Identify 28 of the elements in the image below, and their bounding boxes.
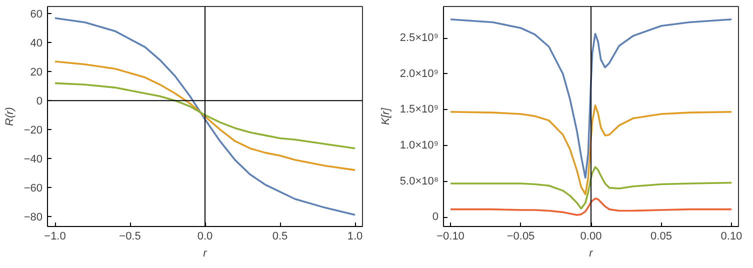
x-axis-title: r (203, 248, 208, 260)
y-tick-label: 60 (30, 8, 43, 21)
y-axis-title: K[r] (380, 107, 392, 126)
x-tick-label: 0.0 (197, 230, 213, 242)
x-tick-label: −0.05 (506, 230, 535, 242)
y-tick-label: −20 (24, 124, 43, 137)
y-tick-label: 1.0×10⁹ (400, 140, 439, 152)
y-tick-label: 1.5×10⁹ (400, 104, 439, 116)
x-tick-label: 1.0 (347, 230, 363, 242)
y-tick-label: 2.0×10⁹ (400, 68, 439, 80)
x-tick-label: −1.0 (44, 230, 66, 242)
y-tick-label: −60 (24, 182, 43, 194)
x-axis-title: r (589, 248, 594, 260)
y-tick-label: −80 (24, 211, 43, 224)
y-tick-label: 5.0×10⁸ (400, 175, 438, 188)
x-tick-label: 0.00 (580, 230, 602, 242)
y-tick-label: 0 (36, 96, 43, 108)
y-tick-label: 0 (432, 211, 439, 224)
x-tick-label: −0.10 (436, 230, 464, 242)
x-tick-label: 0.05 (650, 230, 672, 242)
y-tick-label: 40 (30, 38, 43, 50)
x-tick-label: 0.10 (720, 230, 742, 242)
y-tick-label: −40 (24, 153, 43, 166)
x-tick-label: −0.5 (119, 230, 141, 242)
y-tick-label: 20 (30, 66, 43, 79)
y-tick-label: 2.5×10⁹ (400, 32, 439, 44)
y-axis-title: R(r) (4, 106, 16, 126)
x-tick-label: 0.5 (272, 230, 288, 242)
